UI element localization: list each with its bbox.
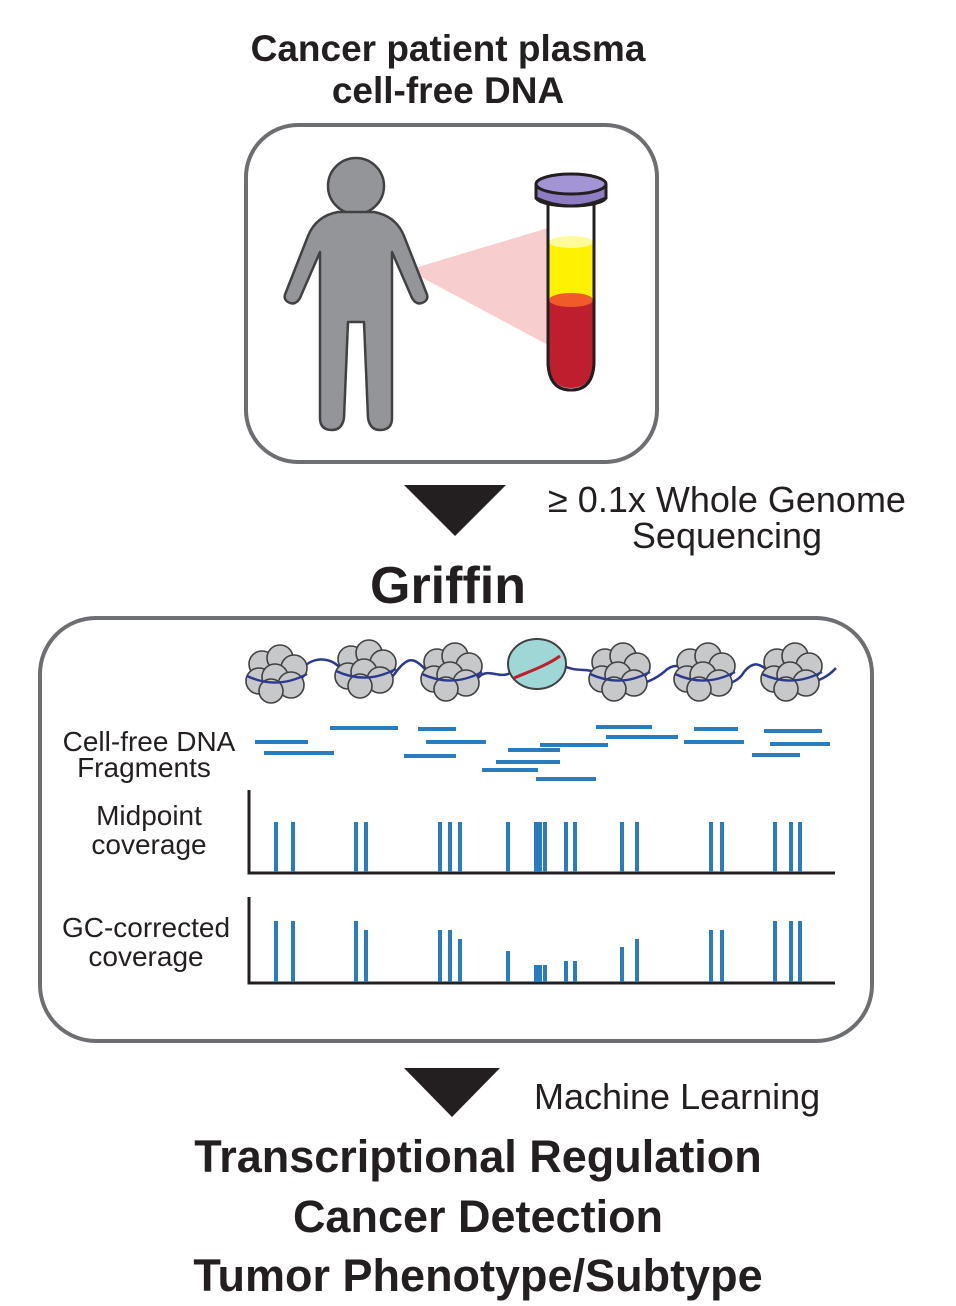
patient-icon (283, 156, 429, 432)
gc-label-1: GC-corrected (61, 912, 231, 943)
midpoint-bars (274, 822, 802, 872)
midpoint-bar (709, 822, 713, 872)
blood-tube-icon (534, 172, 608, 392)
midpoint-bar (573, 822, 577, 872)
midpoint-bar (364, 822, 368, 872)
midpoint-bar (354, 822, 358, 872)
gc-label-2: coverage (88, 941, 204, 972)
header-line-2: cell-free DNA (331, 70, 565, 111)
fragments-label-1: Cell-free DNA (62, 726, 236, 757)
midpoint-label-1: Midpoint (96, 800, 202, 831)
midpoint-bar (564, 822, 568, 872)
arrow-down-icon (404, 485, 506, 536)
gc-bar (538, 965, 542, 982)
gc-bar (364, 930, 368, 982)
method-title: Griffin (370, 557, 526, 615)
midpoint-bar (291, 822, 295, 872)
gc-bar (789, 921, 793, 982)
fragments-label-2: Fragments (77, 752, 211, 783)
gc-bar (573, 961, 577, 982)
gc-axis (247, 897, 835, 985)
midpoint-bar (538, 822, 542, 872)
midpoint-bar (543, 822, 547, 872)
gc-bar (534, 965, 538, 982)
midpoint-bar (534, 822, 538, 872)
header-line-1: Cancer patient plasma (250, 28, 646, 69)
gc-bar (543, 965, 547, 982)
outcome-3: Tumor Phenotype/Subtype (193, 1250, 763, 1301)
gc-bar (620, 947, 624, 982)
fragment-lines (255, 725, 830, 781)
transcription-factor-icon (507, 638, 567, 690)
midpoint-bar (438, 822, 442, 872)
midpoint-bar (720, 822, 724, 872)
midpoint-label-2: coverage (91, 829, 207, 860)
midpoint-axis (247, 790, 835, 875)
gc-bar (448, 930, 452, 982)
midpoint-bar (635, 822, 639, 872)
gc-bar (720, 930, 724, 982)
outcome-2: Cancer Detection (292, 1191, 664, 1242)
gc-bar (506, 951, 510, 982)
midpoint-bar (448, 822, 452, 872)
gc-bar (798, 921, 802, 982)
midpoint-bar (620, 822, 624, 872)
outcome-1: Transcriptional Regulation (194, 1131, 762, 1182)
midpoint-bar (458, 822, 462, 872)
gc-bars (274, 921, 802, 982)
gc-bar (709, 930, 713, 982)
gc-bar (438, 930, 442, 982)
gc-bar (458, 939, 462, 982)
sequencing-line-1: ≥ 0.1x Whole Genome (548, 479, 906, 520)
gc-bar (635, 939, 639, 982)
gc-bar (291, 921, 295, 982)
gc-bar (773, 921, 777, 982)
midpoint-bar (798, 822, 802, 872)
midpoint-bar (506, 822, 510, 872)
analysis-label: Machine Learning (534, 1076, 821, 1117)
sequencing-line-2: Sequencing (631, 515, 823, 556)
sampling-beam (408, 228, 548, 345)
midpoint-bar (773, 822, 777, 872)
gc-bar (564, 961, 568, 982)
midpoint-bar (789, 822, 793, 872)
midpoint-bar (274, 822, 278, 872)
arrow-down-icon (404, 1068, 500, 1117)
gc-bar (274, 921, 278, 982)
gc-bar (354, 921, 358, 982)
